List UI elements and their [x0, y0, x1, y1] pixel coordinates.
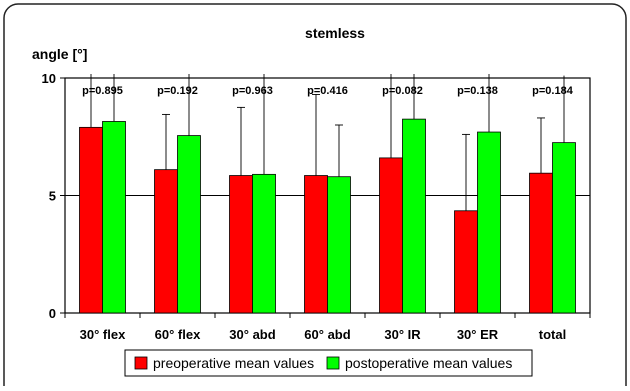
p-value-label: p=0.082	[382, 85, 423, 97]
chart-border	[3, 3, 627, 391]
chart-title: stemless	[305, 25, 365, 41]
bar-postoperative	[477, 131, 501, 314]
legend-label: postoperative mean values	[345, 355, 512, 371]
x-tick-label: 30° flex	[80, 327, 126, 342]
x-tick-label: total	[539, 327, 566, 342]
plot-area: 0 5 10 p=0.895 30° flex p=0.192 60° flex p=0.96…	[42, 71, 591, 342]
y-tick-label: 10	[42, 71, 56, 86]
x-tick-label: 60° flex	[155, 327, 201, 342]
x-tick-label: 60° abd	[304, 327, 350, 342]
bar-preoperative	[529, 172, 553, 314]
legend-swatch	[134, 356, 148, 370]
y-axis-label: angle [°]	[32, 46, 87, 62]
bar-postoperative	[177, 135, 201, 314]
p-value-label: p=0.895	[82, 85, 123, 97]
y-tick-label: 0	[49, 306, 56, 321]
p-value-label: p=0.138	[457, 85, 498, 97]
x-tick-label: 30° IR	[384, 327, 421, 342]
bar-postoperative	[552, 142, 576, 314]
p-value-label: p=0.184	[532, 85, 574, 97]
bar-postoperative	[327, 176, 351, 314]
p-value-label: p=0.416	[307, 85, 348, 97]
bar-preoperative	[379, 157, 403, 314]
x-tick-label: 30° ER	[457, 327, 499, 342]
bar-preoperative	[454, 210, 478, 314]
p-value-label: p=0.192	[157, 85, 198, 97]
bar-postoperative	[402, 118, 426, 314]
bar-preoperative	[304, 175, 328, 314]
legend-label: preoperative mean values	[153, 355, 314, 371]
p-value-label: p=0.963	[232, 85, 273, 97]
legend-swatch	[326, 356, 340, 370]
x-tick-label: 30° abd	[229, 327, 275, 342]
legend: preoperative mean values postoperative me…	[124, 349, 533, 377]
bar-preoperative	[154, 169, 178, 314]
bar-postoperative	[252, 173, 276, 314]
bar-postoperative	[102, 121, 126, 314]
y-tick-label: 5	[49, 189, 56, 204]
bar-preoperative	[79, 126, 103, 314]
bar-preoperative	[229, 175, 253, 314]
